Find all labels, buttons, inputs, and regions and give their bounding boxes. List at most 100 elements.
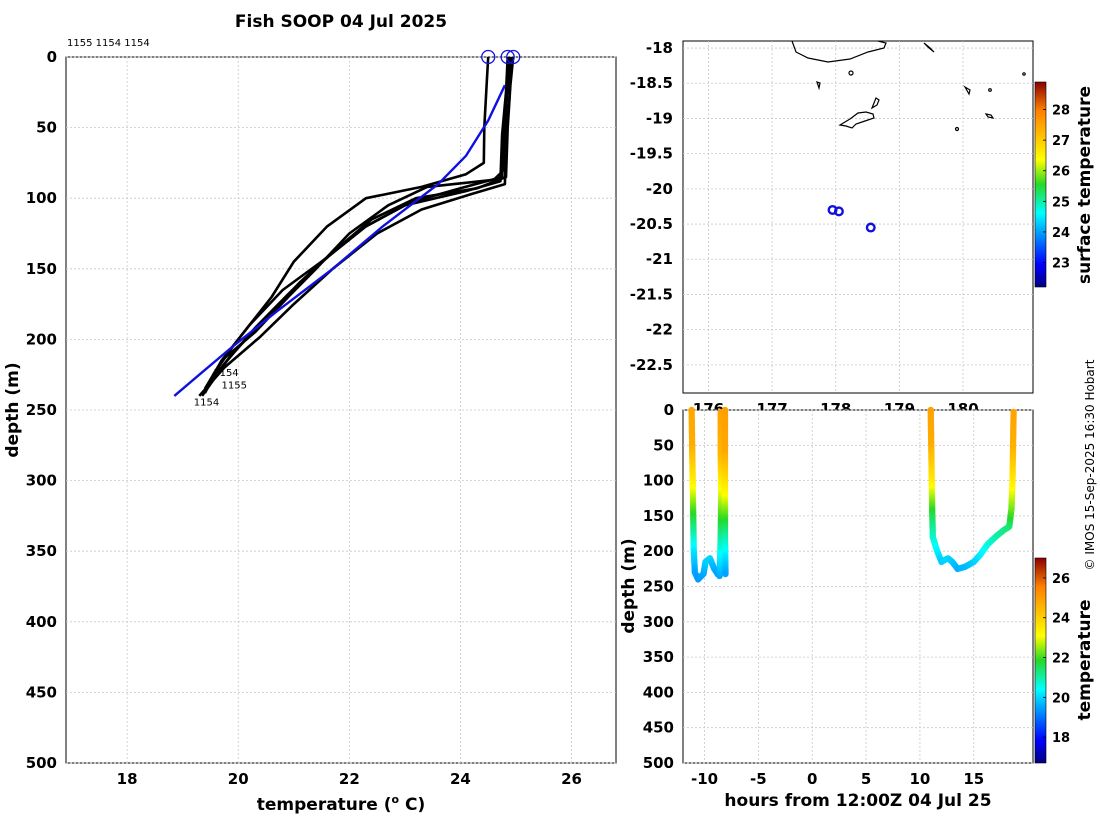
cast-location-marker [833,206,844,217]
top-station-labels: 1155 1154 1154 [67,38,150,49]
profile-x-tick-label: 18 [117,770,138,788]
section-x-tick-label: -10 [691,770,718,788]
profile-y-tick-label: 500 [26,754,57,772]
surface-colorbar-label: surface temperature [1075,86,1095,284]
map-y-tick-label: -22.5 [630,356,673,374]
section-x-tick-label: -5 [750,770,767,788]
island-outline [923,42,935,53]
section-y-tick-label: 200 [643,542,674,560]
profile-y-tick-label: 400 [26,613,57,631]
temperature-colorbar-tick-label: 18 [1052,731,1070,746]
profile-start-marker [500,49,515,65]
profile-x-tick-label: 26 [561,770,582,788]
section-y-tick-label: 50 [653,436,674,454]
profile-plot-frame [65,56,617,764]
temperature-colorbar-tick-label: 24 [1052,612,1070,627]
section-temperature-point [1010,408,1017,416]
section-points [688,406,1017,583]
section-y-tick-label: 400 [643,683,674,701]
temperature-colorbar-tick-label: 26 [1052,572,1070,587]
map-y-tick-label: -18 [646,39,673,57]
island-outline [870,97,880,110]
profile-end-label: 1155 [222,381,247,392]
section-temperature-point [722,570,729,578]
profile-end-label: 1154 [194,398,219,409]
profile-y-tick-label: 100 [26,189,57,207]
map-y-tick-label: -20 [646,180,673,198]
profile-y-tick-label: 450 [26,683,57,701]
map-points [827,204,876,233]
temperature-profile-line [203,56,511,394]
profile-y-tick-label: 350 [26,542,57,560]
island-outline [848,70,854,76]
cast-location-marker [865,222,876,233]
surface-colorbar-tick-label: 28 [1052,104,1070,119]
island-outline [1022,72,1026,76]
island-outline [963,85,971,96]
temperature-colorbar [1034,557,1047,764]
section-x-tick-label: 0 [807,770,817,788]
profile-y-tick-label: 150 [26,260,57,278]
profile-y-axis-label: depth (m) [3,362,23,457]
island-outline [838,111,875,129]
profile-y-tick-label: 200 [26,330,57,348]
surface-colorbar-tick-label: 24 [1052,226,1070,241]
map-y-tick-label: -19.5 [630,145,673,163]
section-x-tick-label: 5 [861,770,871,788]
temperature-profile-line [198,56,513,397]
profile-end-label: 1154 [213,368,238,379]
profile-start-marker [506,49,521,65]
section-y-tick-label: 150 [643,507,674,525]
surface-colorbar-tick-label: 27 [1052,134,1070,149]
map-y-tick-label: -21.5 [630,285,673,303]
section-y-tick-label: 100 [643,472,674,490]
map-y-tick-label: -21 [646,250,673,268]
profile-y-tick-label: 0 [47,48,57,66]
surface-temperature-colorbar [1034,81,1047,288]
section-ticks: -10 -5 0 5 10 1505010015020025030035040045050… [643,401,985,788]
section-grid [683,409,1033,764]
profile-x-axis-label: temperature (o C) [257,793,426,815]
map-y-tick-label: -22 [646,321,673,339]
map-panel: -18 -18.5 -19 -19.5 -20 -20.5 -21 -21.5 -22 -22.5… [630,39,1095,418]
section-x-tick-label: 10 [909,770,930,788]
map-y-tick-label: -20.5 [630,215,673,233]
profile-y-tick-label: 300 [26,472,57,490]
profile-ticks: 18 20 22 24 26 0 50 100 150 200 250 300 350 400 450 500 [26,48,582,788]
map-y-tick-label: -19 [646,109,673,127]
surface-colorbar-tick-label: 23 [1052,257,1070,272]
section-x-tick-label: 15 [963,770,984,788]
chart-title: Fish SOOP 04 Jul 2025 [235,12,447,32]
surface-colorbar-tick-label: 26 [1052,165,1070,180]
island-outline [816,81,821,91]
section-y-tick-label: 250 [643,578,674,596]
island-outline [954,126,960,132]
surface-colorbar-tick-label: 25 [1052,195,1070,210]
section-y-tick-label: 450 [643,719,674,737]
section-plot-frame [682,409,1034,764]
map-y-tick-label: -18.5 [630,74,673,92]
coastline-outlines [791,40,1026,132]
section-x-axis-label: hours from 12:00Z 04 Jul 25 [724,791,991,811]
temperature-colorbar-tick-label: 20 [1052,691,1070,706]
island-outline [791,40,887,63]
section-panel: -10 -5 0 5 10 1505010015020025030035040045050… [619,401,1095,811]
mean-profile-line [173,84,506,397]
island-outline [988,88,992,92]
profile-panel: 18 20 22 24 26 0 50 100 150 200 250 300 350 400 450 500… [3,12,617,815]
profile-x-tick-label: 22 [339,770,360,788]
profile-x-tick-label: 20 [228,770,249,788]
section-y-axis-label: depth (m) [619,538,639,633]
temperature-colorbar-ticks: 18 20 22 24 26 [1043,572,1070,746]
island-outline [984,113,995,119]
map-grid [683,41,1033,393]
section-y-tick-label: 300 [643,613,674,631]
profile-y-tick-label: 50 [36,119,57,137]
temperature-colorbar-tick-label: 22 [1052,652,1070,667]
credit-text: © IMOS 15-Sep-2025 16:30 Hobart [1083,359,1097,570]
map-plot-frame [682,40,1034,394]
section-y-tick-label: 0 [664,401,674,419]
profile-start-marker [481,49,496,65]
